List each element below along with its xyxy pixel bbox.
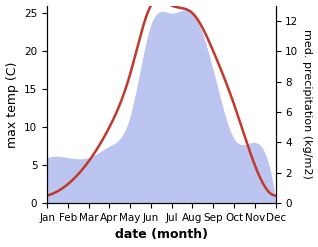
Y-axis label: max temp (C): max temp (C) <box>5 61 18 147</box>
Y-axis label: med. precipitation (kg/m2): med. precipitation (kg/m2) <box>302 29 313 179</box>
X-axis label: date (month): date (month) <box>115 228 208 242</box>
